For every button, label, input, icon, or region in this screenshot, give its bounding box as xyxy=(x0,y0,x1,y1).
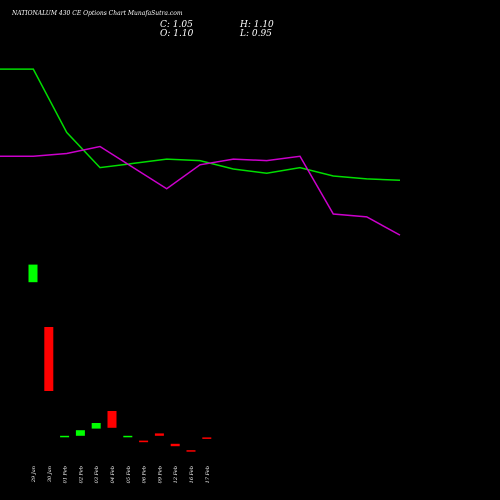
x-tick-label: 02 Feb xyxy=(78,466,84,483)
candle-06-feb xyxy=(139,440,149,443)
x-tick-label: 12 Feb xyxy=(173,466,179,483)
x-tick-label: 30 Jan xyxy=(47,466,53,482)
average-line-2 xyxy=(0,145,401,236)
close-value: C: 1.05 xyxy=(160,20,193,30)
candle-17-feb xyxy=(202,437,212,439)
x-tick-label: 04 Feb xyxy=(110,466,116,483)
x-tick-label: 16 Feb xyxy=(189,466,195,483)
x-tick-label: 09 Feb xyxy=(157,466,163,483)
average-line-1 xyxy=(0,68,401,182)
low-value: L: 0.95 xyxy=(240,29,272,39)
x-tick-label: 01 Feb xyxy=(63,466,69,483)
candle-12-feb xyxy=(170,443,180,447)
candle-01-feb xyxy=(60,435,70,438)
x-tick-label: 17 Feb xyxy=(205,466,211,483)
open-value: O: 1.10 xyxy=(160,29,194,39)
chart-title: NATIONALUM 430 CE Options Chart MunafaSu… xyxy=(12,10,183,17)
high-value: H: 1.10 xyxy=(240,20,274,30)
candle-30-jan xyxy=(44,327,54,391)
x-tick-label: 05 Feb xyxy=(126,466,132,483)
x-tick-label: 03 Feb xyxy=(94,466,100,483)
candle-09-feb xyxy=(154,433,164,436)
candle-16-feb xyxy=(186,450,196,452)
candle-05-feb xyxy=(123,435,133,438)
candle-02-feb xyxy=(75,430,85,436)
candle-04-feb xyxy=(107,411,117,428)
candle-03-feb xyxy=(91,423,101,429)
x-tick-label: 29 Jan xyxy=(31,466,37,483)
x-tick-label: 06 Feb xyxy=(142,466,148,483)
candle-29-jan xyxy=(28,264,38,283)
